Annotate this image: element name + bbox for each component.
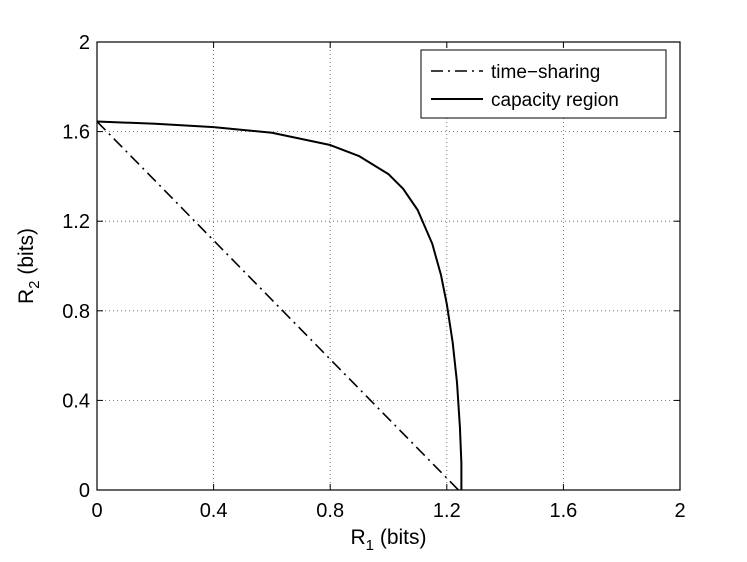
- y-axis-title-unit: (bits): [15, 228, 38, 281]
- y-axis-title-main: R: [15, 289, 38, 304]
- grid-layer: [97, 42, 680, 490]
- y-axis-title: R2 (bits): [15, 228, 43, 304]
- series-line-time-sharing: [96, 120, 460, 491]
- y-tick-label: 2: [79, 32, 90, 54]
- legend: time−sharing capacity region: [420, 49, 667, 119]
- x-tick-label: 0.4: [200, 500, 228, 522]
- legend-label-capacity-region: capacity region: [491, 90, 619, 111]
- x-tick-label: 1.2: [433, 500, 461, 522]
- x-axis-title-unit: (bits): [374, 526, 427, 549]
- tick-layer: 0 0.4 0.8 1.2 1.6 2 0 0.4 0.8 1.2 1.6 2: [62, 32, 685, 522]
- x-tick-label: 2: [674, 500, 685, 522]
- plot-frame: [96, 41, 681, 491]
- x-axis-title-subscript: 1: [366, 537, 374, 554]
- legend-label-time-sharing: time−sharing: [491, 62, 600, 83]
- x-tick-label: 0.8: [316, 500, 344, 522]
- y-tick-label: 0: [79, 480, 90, 502]
- y-axis-title-subscript: 2: [26, 280, 43, 288]
- x-tick-label: 0: [91, 500, 102, 522]
- legend-box: [420, 49, 667, 119]
- y-tick-label: 0.4: [62, 390, 90, 412]
- x-axis-title: R1 (bits): [350, 526, 426, 554]
- series-layer: [96, 120, 463, 491]
- x-axis-title-main: R: [350, 526, 365, 549]
- y-tick-label: 1.2: [62, 211, 90, 233]
- y-tick-label: 0.8: [62, 301, 90, 323]
- y-tick-label: 1.6: [62, 122, 90, 144]
- series-line-capacity-region: [96, 120, 463, 490]
- x-tick-label: 1.6: [549, 500, 577, 522]
